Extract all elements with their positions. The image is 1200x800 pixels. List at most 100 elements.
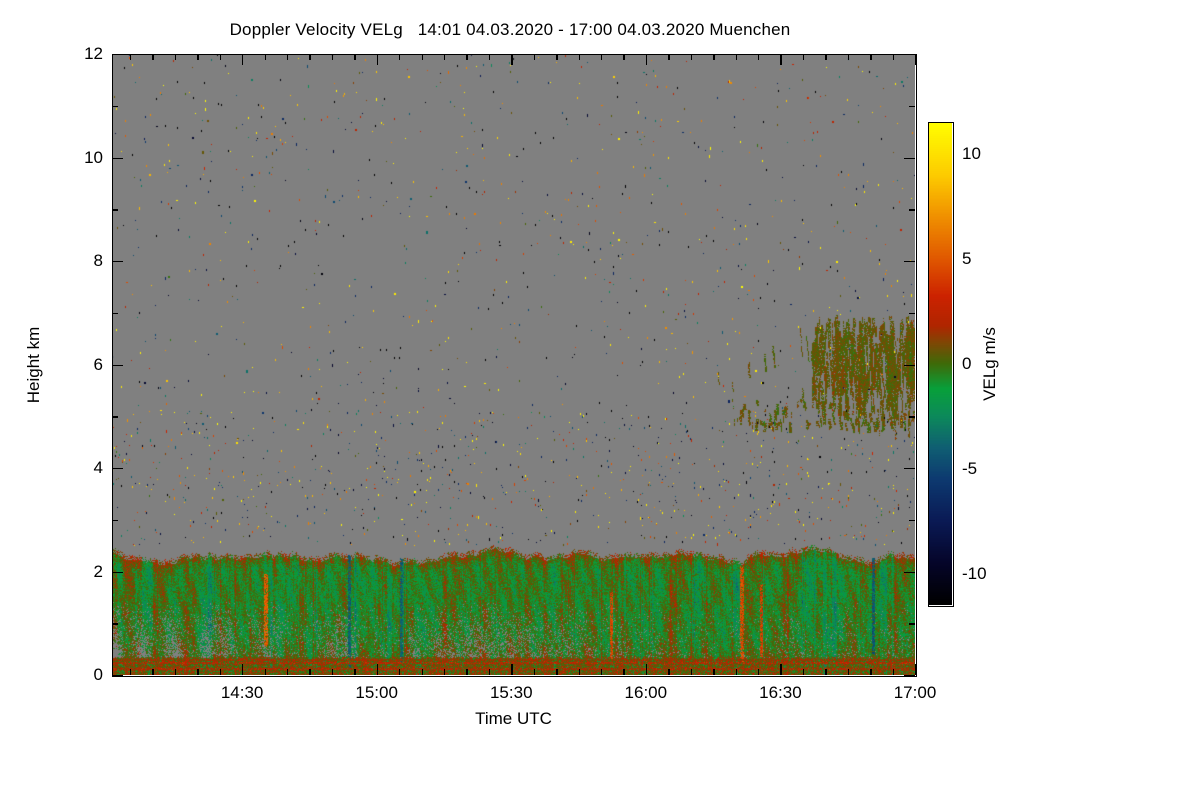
axis-tick [645,664,648,675]
axis-tick [668,54,670,60]
axis-tick [112,675,123,677]
axis-tick [757,54,760,60]
axis-tick [466,54,468,60]
axis-tick [713,54,715,60]
plot-area [112,54,915,675]
axis-tick [129,669,132,675]
axis-tick [331,669,334,675]
axis-tick [915,664,917,675]
axis-tick [904,157,915,159]
axis-tick [112,416,118,418]
x-axis-tick-labels: 14:30 15:00 15:30 16:00 16:30 17:00 [0,683,1200,707]
y-axis-tick-label: 8 [93,251,103,270]
axis-tick [847,54,850,60]
colorbar-tick-labels: -10 -5 0 5 10 [958,0,1018,800]
colorbar-tick-label: -10 [962,563,987,583]
axis-tick [443,669,446,675]
x-axis-tick-label: 15:30 [489,683,533,702]
axis-tick [780,54,782,65]
axis-tick [264,669,266,675]
axis-tick [904,675,915,677]
x-axis-tick-label: 17:00 [893,683,937,702]
axis-tick [623,669,625,675]
axis-tick [847,669,850,675]
y-axis-tick-label: 6 [93,354,103,374]
axis-tick [825,54,827,60]
axis-tick [112,157,123,159]
axis-tick [331,54,334,60]
axis-tick [909,209,915,211]
axis-tick [578,54,580,60]
axis-tick [825,669,827,675]
axis-tick [909,416,915,418]
axis-tick [421,669,423,675]
axis-tick [242,664,244,675]
axis-tick [466,669,468,675]
axis-tick [735,669,737,675]
y-axis-tick-label: 10 [84,147,103,167]
axis-tick [511,54,513,65]
axis-tick [578,669,580,675]
axis-tick [112,105,118,108]
y-axis-tick-label: 4 [93,458,103,477]
axis-tick [735,54,737,60]
x-axis-tick-label: 16:00 [624,683,668,702]
axis-tick [197,669,199,675]
axis-tick [533,54,536,60]
colorbar [928,122,952,605]
axis-tick [264,54,266,60]
axis-tick [129,54,132,60]
axis-tick [286,54,289,60]
axis-tick [623,54,625,60]
axis-tick [376,664,379,675]
axis-tick [112,519,118,522]
colorbar-tick-label: 0 [962,353,972,373]
axis-tick [112,571,123,573]
axis-tick [909,105,915,108]
x-axis-title: Time UTC [475,709,552,728]
axis-tick [488,669,491,675]
y-axis-tick-label: 0 [93,665,103,684]
colorbar-tick-label: 10 [962,143,981,163]
axis-tick [354,669,356,675]
axis-tick [690,54,693,60]
x-axis-tick-label: 14:30 [220,683,264,702]
axis-tick [870,669,872,675]
axis-tick [892,669,894,675]
axis-tick [112,623,118,625]
colorbar-tick-label: 5 [962,248,972,268]
colorbar-title: VELg m/s [980,326,999,401]
axis-tick [802,669,805,675]
axis-tick [802,54,805,60]
y-axis-tick-labels: 0 2 4 6 8 10 12 [55,0,103,800]
radar-heatmap-canvas [112,54,915,675]
axis-tick [112,312,118,315]
axis-tick [354,54,356,60]
axis-tick [904,571,915,573]
axis-tick [286,669,289,675]
axis-tick [219,669,222,675]
axis-tick [112,54,123,56]
axis-tick [309,54,311,60]
axis-tick [112,209,118,211]
axis-tick [780,664,782,675]
axis-tick [904,54,915,56]
axis-tick [174,669,177,675]
axis-tick [870,54,872,60]
axis-tick [909,519,915,522]
axis-tick [488,54,491,60]
x-axis-tick-label: 16:30 [759,683,802,702]
axis-tick [904,261,915,263]
axis-tick [757,669,760,675]
axis-tick [174,54,177,60]
axis-tick [399,54,401,60]
y-axis-tick-label: 12 [84,44,103,63]
axis-tick [112,261,123,263]
axis-tick [112,468,123,470]
axis-tick [152,54,154,60]
axis-tick [309,669,311,675]
axis-tick [909,312,915,315]
axis-tick [556,54,558,60]
axis-tick [600,54,603,60]
